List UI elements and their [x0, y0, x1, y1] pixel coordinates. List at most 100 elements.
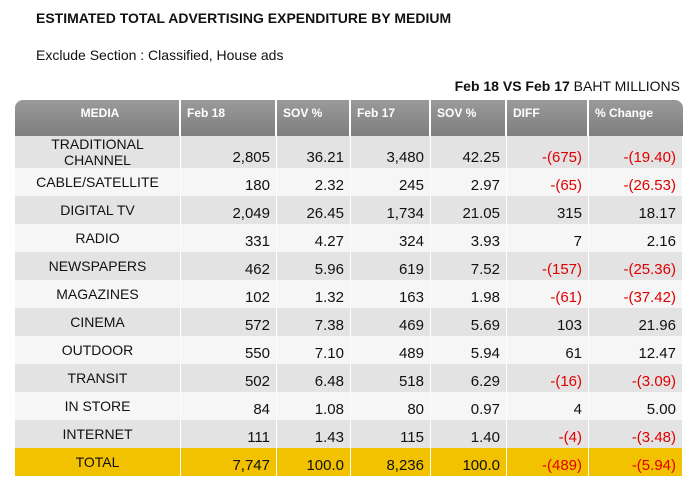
sov17-cell: 1.40: [431, 420, 507, 448]
feb17-cell: 324: [351, 224, 431, 252]
table-row: CABLE/SATELLITE 180 2.32 245 2.97 -(65) -(26.5…: [15, 168, 683, 196]
report-title: ESTIMATED TOTAL ADVERTISING EXPENDITURE …: [36, 10, 452, 26]
sov18-cell: 5.96: [277, 252, 351, 280]
feb17-cell: 3,480: [351, 136, 431, 168]
expenditure-table-container: MEDIA Feb 18 SOV % Feb 17 SOV % DIFF% Change …: [15, 100, 683, 477]
sov18-cell: 7.10: [277, 336, 351, 364]
table-row: DIGITAL TV 2,049 26.45 1,734 21.05 315 18.17: [15, 196, 683, 224]
table-row: TRADITIONAL CHANNEL 2,805 36.21 3,480 42.25-…: [15, 136, 683, 168]
diff-cell: -(4): [507, 420, 589, 448]
feb17-cell: 8,236: [351, 448, 431, 476]
diff-cell: -(65): [507, 168, 589, 196]
media-cell: DIGITAL TV: [15, 196, 181, 224]
sov18-cell: 100.0: [277, 448, 351, 476]
column-header: SOV %: [277, 100, 351, 136]
sov17-cell: 7.52: [431, 252, 507, 280]
column-header: DIFF: [507, 100, 589, 136]
sov18-cell: 1.43: [277, 420, 351, 448]
diff-cell: -(61): [507, 280, 589, 308]
feb18-cell: 502: [181, 364, 277, 392]
expenditure-table: MEDIA Feb 18 SOV % Feb 17 SOV % DIFF% Change …: [15, 100, 683, 476]
media-cell: IN STORE: [15, 392, 181, 420]
table-header-row: MEDIA Feb 18 SOV % Feb 17 SOV % DIFF% Change: [15, 100, 683, 136]
period-label: Feb 18 VS Feb 17 BAHT MILLIONS: [455, 78, 680, 94]
media-cell: INTERNET: [15, 420, 181, 448]
report-subtitle: Exclude Section : Classified, House ads: [36, 47, 284, 63]
diff-cell: -(675): [507, 136, 589, 168]
diff-cell: 4: [507, 392, 589, 420]
sov18-cell: 36.21: [277, 136, 351, 168]
feb18-cell: 102: [181, 280, 277, 308]
sov18-cell: 1.08: [277, 392, 351, 420]
table-row: TRANSIT 502 6.48 518 6.29 -(16) -(3.09): [15, 364, 683, 392]
table-body: TRADITIONAL CHANNEL 2,805 36.21 3,480 42.25-…: [15, 136, 683, 476]
column-header: SOV %: [431, 100, 507, 136]
media-cell: TRADITIONAL CHANNEL: [15, 136, 181, 168]
table-row: RADIO 331 4.27 324 3.93 7 2.16: [15, 224, 683, 252]
period-comparison: Feb 18 VS Feb 17: [454, 78, 570, 94]
sov17-cell: 5.94: [431, 336, 507, 364]
feb18-cell: 7,747: [181, 448, 277, 476]
sov17-cell: 0.97: [431, 392, 507, 420]
table-row: INTERNET 111 1.43 115 1.40 -(4) -(3.48): [15, 420, 683, 448]
table-row: NEWSPAPERS 462 5.96 619 7.52 -(157) -(25.36): [15, 252, 683, 280]
diff-cell: -(16): [507, 364, 589, 392]
feb18-cell: 462: [181, 252, 277, 280]
sov18-cell: 7.38: [277, 308, 351, 336]
column-header: Feb 17: [351, 100, 431, 136]
change-cell: -(3.09): [589, 364, 683, 392]
column-header: MEDIA: [15, 100, 181, 136]
sov17-cell: 100.0: [431, 448, 507, 476]
change-cell: -(5.94): [589, 448, 683, 476]
media-cell: CABLE/SATELLITE: [15, 168, 181, 196]
media-cell: CINEMA: [15, 308, 181, 336]
diff-cell: 7: [507, 224, 589, 252]
sov18-cell: 1.32: [277, 280, 351, 308]
sov17-cell: 2.97: [431, 168, 507, 196]
feb18-cell: 550: [181, 336, 277, 364]
change-cell: -(25.36): [589, 252, 683, 280]
change-cell: 18.17: [589, 196, 683, 224]
change-cell: -(19.40): [589, 136, 683, 168]
media-cell: TOTAL: [15, 448, 181, 476]
change-cell: 21.96: [589, 308, 683, 336]
feb18-cell: 180: [181, 168, 277, 196]
sov17-cell: 21.05: [431, 196, 507, 224]
table-row: MAGAZINES 102 1.32 163 1.98 -(61) -(37.42): [15, 280, 683, 308]
media-cell: TRANSIT: [15, 364, 181, 392]
feb18-cell: 84: [181, 392, 277, 420]
sov17-cell: 42.25: [431, 136, 507, 168]
feb17-cell: 115: [351, 420, 431, 448]
change-cell: 2.16: [589, 224, 683, 252]
column-header: % Change: [589, 100, 683, 136]
media-cell: NEWSPAPERS: [15, 252, 181, 280]
sov18-cell: 6.48: [277, 364, 351, 392]
change-cell: -(3.48): [589, 420, 683, 448]
feb17-cell: 518: [351, 364, 431, 392]
sov18-cell: 2.32: [277, 168, 351, 196]
sov17-cell: 1.98: [431, 280, 507, 308]
change-cell: -(26.53): [589, 168, 683, 196]
diff-cell: 315: [507, 196, 589, 224]
media-cell: OUTDOOR: [15, 336, 181, 364]
diff-cell: 61: [507, 336, 589, 364]
sov17-cell: 6.29: [431, 364, 507, 392]
sov18-cell: 26.45: [277, 196, 351, 224]
total-row: TOTAL 7,747 100.0 8,236 100.0 -(489) -(5.94): [15, 448, 683, 476]
table-row: IN STORE 84 1.08 80 0.97 4 5.00: [15, 392, 683, 420]
feb17-cell: 469: [351, 308, 431, 336]
sov17-cell: 5.69: [431, 308, 507, 336]
feb17-cell: 80: [351, 392, 431, 420]
feb17-cell: 163: [351, 280, 431, 308]
sov17-cell: 3.93: [431, 224, 507, 252]
media-cell: RADIO: [15, 224, 181, 252]
unit-label: BAHT MILLIONS: [573, 78, 680, 94]
change-cell: -(37.42): [589, 280, 683, 308]
change-cell: 12.47: [589, 336, 683, 364]
diff-cell: 103: [507, 308, 589, 336]
diff-cell: -(157): [507, 252, 589, 280]
feb17-cell: 1,734: [351, 196, 431, 224]
feb17-cell: 245: [351, 168, 431, 196]
table-row: OUTDOOR 550 7.10 489 5.94 61 12.47: [15, 336, 683, 364]
table-row: CINEMA 572 7.38 469 5.69 103 21.96: [15, 308, 683, 336]
